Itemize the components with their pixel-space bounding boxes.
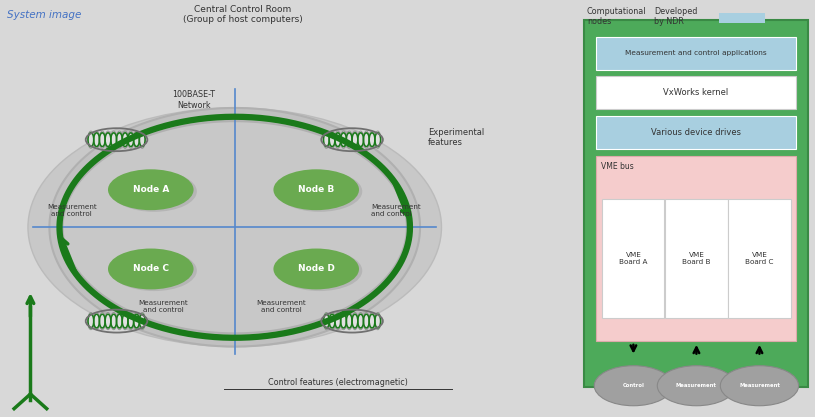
Ellipse shape bbox=[358, 131, 363, 148]
FancyBboxPatch shape bbox=[596, 37, 796, 70]
Text: Developed
by NDR: Developed by NDR bbox=[654, 7, 698, 26]
Text: Experimental
features: Experimental features bbox=[428, 128, 484, 147]
Ellipse shape bbox=[108, 169, 194, 210]
FancyBboxPatch shape bbox=[596, 116, 796, 149]
Text: VME
Board A: VME Board A bbox=[619, 252, 648, 265]
Ellipse shape bbox=[369, 312, 375, 330]
Ellipse shape bbox=[324, 312, 329, 330]
Ellipse shape bbox=[324, 131, 329, 148]
Text: System image: System image bbox=[7, 10, 81, 20]
Circle shape bbox=[594, 366, 672, 406]
Ellipse shape bbox=[139, 312, 145, 330]
Text: Measurement
and control: Measurement and control bbox=[46, 204, 97, 217]
Ellipse shape bbox=[277, 171, 363, 212]
FancyBboxPatch shape bbox=[596, 76, 796, 109]
Text: VxWorks kernel: VxWorks kernel bbox=[663, 88, 729, 97]
Ellipse shape bbox=[134, 131, 139, 148]
Ellipse shape bbox=[274, 169, 359, 210]
Text: Control features (electromagnetic): Control features (electromagnetic) bbox=[268, 378, 408, 387]
Text: Computational
nodes: Computational nodes bbox=[587, 7, 646, 26]
Text: Control: Control bbox=[623, 383, 645, 388]
Ellipse shape bbox=[363, 131, 369, 148]
Ellipse shape bbox=[352, 131, 358, 148]
Ellipse shape bbox=[375, 312, 381, 330]
Text: Node A: Node A bbox=[133, 185, 169, 194]
Ellipse shape bbox=[352, 312, 358, 330]
FancyBboxPatch shape bbox=[719, 13, 765, 23]
Ellipse shape bbox=[88, 312, 94, 330]
Ellipse shape bbox=[111, 250, 197, 291]
FancyBboxPatch shape bbox=[665, 199, 728, 318]
Ellipse shape bbox=[329, 312, 335, 330]
Ellipse shape bbox=[335, 312, 341, 330]
Ellipse shape bbox=[117, 131, 122, 148]
Ellipse shape bbox=[346, 312, 352, 330]
Text: Node D: Node D bbox=[297, 264, 335, 274]
Text: Node C: Node C bbox=[133, 264, 169, 274]
Ellipse shape bbox=[94, 312, 99, 330]
FancyBboxPatch shape bbox=[596, 156, 796, 341]
Ellipse shape bbox=[139, 131, 145, 148]
Ellipse shape bbox=[105, 312, 111, 330]
Text: Measurement: Measurement bbox=[676, 383, 717, 388]
Ellipse shape bbox=[128, 312, 134, 330]
FancyBboxPatch shape bbox=[602, 199, 664, 318]
Text: Measurement
and control: Measurement and control bbox=[256, 300, 306, 313]
Ellipse shape bbox=[363, 312, 369, 330]
Text: VME
Board C: VME Board C bbox=[745, 252, 773, 265]
Ellipse shape bbox=[28, 108, 442, 347]
Ellipse shape bbox=[341, 131, 346, 148]
Text: Measurement: Measurement bbox=[739, 383, 780, 388]
Ellipse shape bbox=[105, 131, 111, 148]
Ellipse shape bbox=[274, 249, 359, 289]
Ellipse shape bbox=[134, 312, 139, 330]
Ellipse shape bbox=[108, 249, 194, 289]
Ellipse shape bbox=[122, 312, 128, 330]
Ellipse shape bbox=[335, 131, 341, 148]
Circle shape bbox=[658, 366, 736, 406]
Ellipse shape bbox=[111, 312, 117, 330]
Text: VME bus: VME bus bbox=[601, 162, 634, 171]
Ellipse shape bbox=[99, 131, 105, 148]
Text: Measurement and control applications: Measurement and control applications bbox=[625, 50, 767, 56]
Text: Node B: Node B bbox=[298, 185, 334, 194]
Text: VME
Board B: VME Board B bbox=[682, 252, 711, 265]
Ellipse shape bbox=[358, 312, 363, 330]
Text: Central Control Room
(Group of host computers): Central Control Room (Group of host comp… bbox=[183, 5, 302, 24]
Ellipse shape bbox=[277, 250, 363, 291]
FancyBboxPatch shape bbox=[584, 20, 808, 387]
Ellipse shape bbox=[341, 312, 346, 330]
Ellipse shape bbox=[99, 312, 105, 330]
FancyBboxPatch shape bbox=[729, 199, 791, 318]
Ellipse shape bbox=[375, 131, 381, 148]
Text: Measurement
and control: Measurement and control bbox=[371, 204, 421, 217]
Ellipse shape bbox=[111, 131, 117, 148]
Ellipse shape bbox=[346, 131, 352, 148]
Ellipse shape bbox=[94, 131, 99, 148]
Text: Various device drives: Various device drives bbox=[651, 128, 741, 137]
Ellipse shape bbox=[128, 131, 134, 148]
Text: 100BASE-T
Network: 100BASE-T Network bbox=[173, 90, 215, 110]
Ellipse shape bbox=[329, 131, 335, 148]
Ellipse shape bbox=[369, 131, 375, 148]
Ellipse shape bbox=[122, 131, 128, 148]
Ellipse shape bbox=[88, 131, 94, 148]
Ellipse shape bbox=[111, 171, 197, 212]
Text: Measurement
and control: Measurement and control bbox=[138, 300, 188, 313]
Ellipse shape bbox=[117, 312, 122, 330]
Circle shape bbox=[720, 366, 799, 406]
